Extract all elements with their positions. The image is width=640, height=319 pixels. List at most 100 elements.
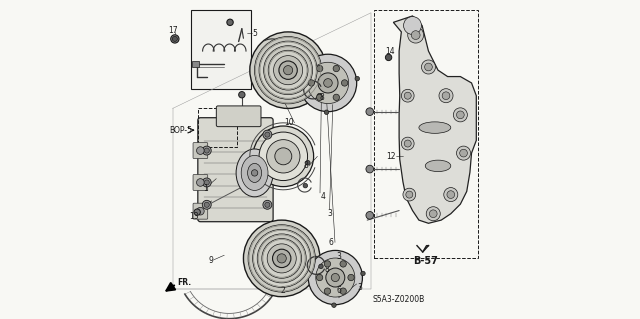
- Bar: [191, 10, 252, 89]
- Circle shape: [316, 65, 323, 72]
- Circle shape: [275, 148, 292, 165]
- Circle shape: [401, 89, 414, 102]
- FancyBboxPatch shape: [198, 118, 273, 222]
- Circle shape: [333, 65, 339, 72]
- Circle shape: [324, 261, 331, 267]
- Text: 8: 8: [319, 93, 324, 102]
- Text: 7: 7: [276, 267, 281, 276]
- Text: 6: 6: [329, 238, 333, 247]
- Circle shape: [366, 211, 374, 219]
- Circle shape: [460, 149, 467, 157]
- Circle shape: [262, 239, 301, 278]
- Circle shape: [422, 60, 435, 74]
- Text: 9: 9: [209, 256, 213, 265]
- Circle shape: [340, 288, 346, 294]
- Circle shape: [332, 303, 336, 308]
- Circle shape: [316, 94, 323, 100]
- Text: 2: 2: [281, 286, 285, 295]
- Text: BOP-5: BOP-5: [170, 126, 193, 135]
- Circle shape: [263, 130, 272, 139]
- Text: 14: 14: [385, 47, 395, 56]
- Circle shape: [268, 50, 308, 90]
- Circle shape: [202, 200, 211, 209]
- Circle shape: [196, 147, 204, 154]
- Text: 6: 6: [337, 286, 342, 295]
- Circle shape: [366, 165, 374, 173]
- Circle shape: [202, 178, 211, 187]
- Circle shape: [406, 191, 413, 198]
- Circle shape: [412, 31, 420, 40]
- Circle shape: [273, 56, 303, 85]
- Circle shape: [324, 288, 331, 294]
- Circle shape: [277, 254, 286, 263]
- Circle shape: [361, 271, 365, 276]
- Circle shape: [194, 209, 200, 215]
- Text: 10: 10: [284, 118, 294, 127]
- Bar: [198, 108, 237, 147]
- Circle shape: [308, 250, 362, 305]
- Circle shape: [319, 264, 323, 269]
- Ellipse shape: [419, 122, 451, 133]
- Circle shape: [340, 261, 346, 267]
- Circle shape: [279, 61, 298, 79]
- Circle shape: [259, 132, 308, 181]
- Circle shape: [239, 92, 245, 98]
- Text: 5: 5: [252, 29, 257, 38]
- Circle shape: [248, 225, 316, 292]
- Ellipse shape: [425, 160, 451, 172]
- Text: 8: 8: [303, 161, 308, 170]
- Text: FR.: FR.: [177, 278, 191, 287]
- Circle shape: [366, 108, 374, 115]
- Circle shape: [316, 274, 323, 281]
- Circle shape: [439, 89, 453, 103]
- Circle shape: [404, 92, 412, 99]
- Text: 1: 1: [203, 184, 207, 193]
- Circle shape: [172, 36, 177, 41]
- Circle shape: [307, 62, 349, 104]
- Circle shape: [403, 188, 416, 201]
- Circle shape: [341, 80, 348, 86]
- Circle shape: [263, 200, 272, 209]
- Circle shape: [227, 19, 233, 26]
- Circle shape: [204, 148, 209, 153]
- Circle shape: [318, 73, 338, 93]
- Circle shape: [426, 207, 440, 221]
- Circle shape: [202, 146, 211, 155]
- Circle shape: [324, 79, 332, 87]
- FancyBboxPatch shape: [193, 203, 208, 219]
- Circle shape: [259, 41, 317, 99]
- Circle shape: [385, 54, 392, 61]
- Circle shape: [196, 207, 204, 215]
- Circle shape: [456, 146, 470, 160]
- Circle shape: [267, 244, 296, 273]
- Text: 3: 3: [357, 283, 362, 292]
- Circle shape: [447, 191, 454, 198]
- Circle shape: [257, 234, 306, 283]
- Text: 17: 17: [168, 26, 178, 35]
- Circle shape: [284, 66, 292, 75]
- Circle shape: [333, 94, 339, 100]
- Text: 13: 13: [189, 212, 199, 221]
- Circle shape: [243, 220, 320, 297]
- Circle shape: [424, 63, 432, 71]
- Circle shape: [264, 46, 312, 95]
- Circle shape: [404, 140, 412, 147]
- Text: 3: 3: [337, 252, 342, 261]
- Polygon shape: [394, 16, 476, 223]
- Circle shape: [324, 110, 329, 115]
- Circle shape: [255, 36, 322, 104]
- Circle shape: [316, 258, 355, 297]
- Circle shape: [408, 27, 424, 43]
- Circle shape: [171, 35, 179, 43]
- Circle shape: [429, 210, 437, 218]
- Circle shape: [306, 160, 310, 165]
- Circle shape: [456, 111, 464, 119]
- Circle shape: [252, 170, 258, 176]
- Bar: [193, 61, 200, 67]
- Text: S5A3-Z0200B: S5A3-Z0200B: [373, 295, 425, 304]
- Circle shape: [401, 137, 414, 150]
- Circle shape: [265, 132, 270, 137]
- Circle shape: [204, 180, 209, 185]
- Circle shape: [317, 93, 321, 98]
- Ellipse shape: [241, 155, 268, 190]
